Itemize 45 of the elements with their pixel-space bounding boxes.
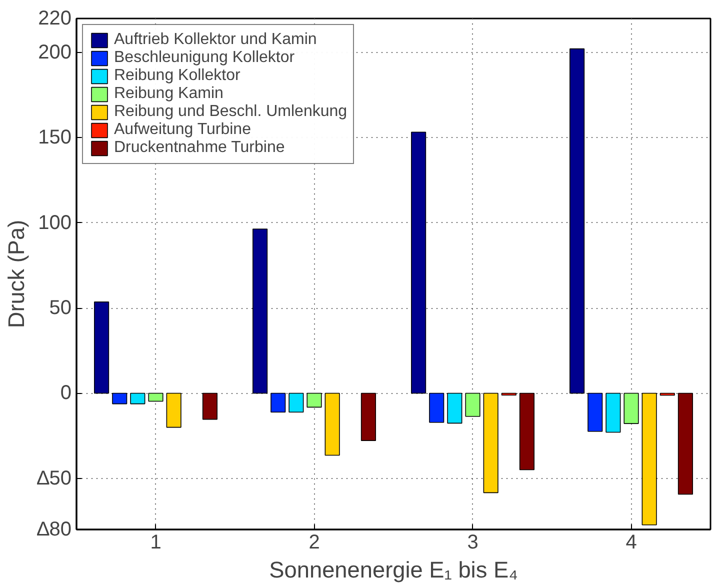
y-tick-label: 0 bbox=[60, 382, 72, 404]
legend-label: Druckentnahme Turbine bbox=[114, 139, 285, 157]
bar bbox=[429, 392, 444, 423]
x-tick-label: 4 bbox=[626, 532, 637, 554]
bar bbox=[519, 392, 534, 470]
bar bbox=[306, 392, 322, 408]
bar bbox=[678, 392, 693, 495]
bar bbox=[411, 132, 426, 394]
y-tick-label: 100 bbox=[38, 212, 72, 234]
bar bbox=[166, 392, 182, 428]
bar bbox=[252, 228, 268, 394]
x-tick-label: 2 bbox=[308, 532, 320, 554]
bar bbox=[270, 392, 286, 413]
y-axis-title: Druck (Pa) bbox=[3, 220, 30, 328]
legend-label: Reibung Kollektor bbox=[114, 67, 240, 85]
legend-label: Reibung und Beschl. Umlenkung bbox=[114, 103, 348, 121]
bar bbox=[570, 48, 585, 394]
bar bbox=[606, 392, 621, 433]
x-tick-label: 3 bbox=[467, 532, 478, 554]
bar bbox=[465, 392, 480, 417]
bar bbox=[447, 392, 462, 424]
y-tick-label: 220 bbox=[38, 8, 72, 30]
bar bbox=[288, 392, 304, 413]
legend-label: Aufweitung Turbine bbox=[114, 121, 251, 139]
bar bbox=[642, 392, 657, 526]
legend-label: Reibung Kamin bbox=[114, 85, 224, 103]
bar bbox=[112, 392, 128, 404]
y-tick-label: 200 bbox=[38, 42, 72, 64]
legend-label: Auftrieb Kollektor und Kamin bbox=[114, 31, 317, 49]
y-tick-label: ∆50 bbox=[37, 467, 72, 490]
bar bbox=[94, 302, 110, 394]
y-tick-label: ∆80 bbox=[37, 518, 72, 540]
bar bbox=[130, 392, 146, 404]
bar bbox=[624, 392, 639, 424]
bar bbox=[483, 392, 498, 494]
y-tick-label: 150 bbox=[38, 126, 72, 149]
legend-label: Beschleunigung Kollektor bbox=[114, 49, 295, 67]
bar bbox=[202, 392, 218, 420]
bar bbox=[588, 392, 603, 432]
bar bbox=[360, 392, 376, 441]
y-tick-label: 50 bbox=[49, 297, 72, 320]
bar bbox=[324, 392, 340, 456]
x-tick-label: 1 bbox=[150, 532, 162, 554]
bar bbox=[148, 392, 164, 402]
x-axis-title: Sonnenenergie E₁ bis E₄ bbox=[269, 556, 518, 582]
